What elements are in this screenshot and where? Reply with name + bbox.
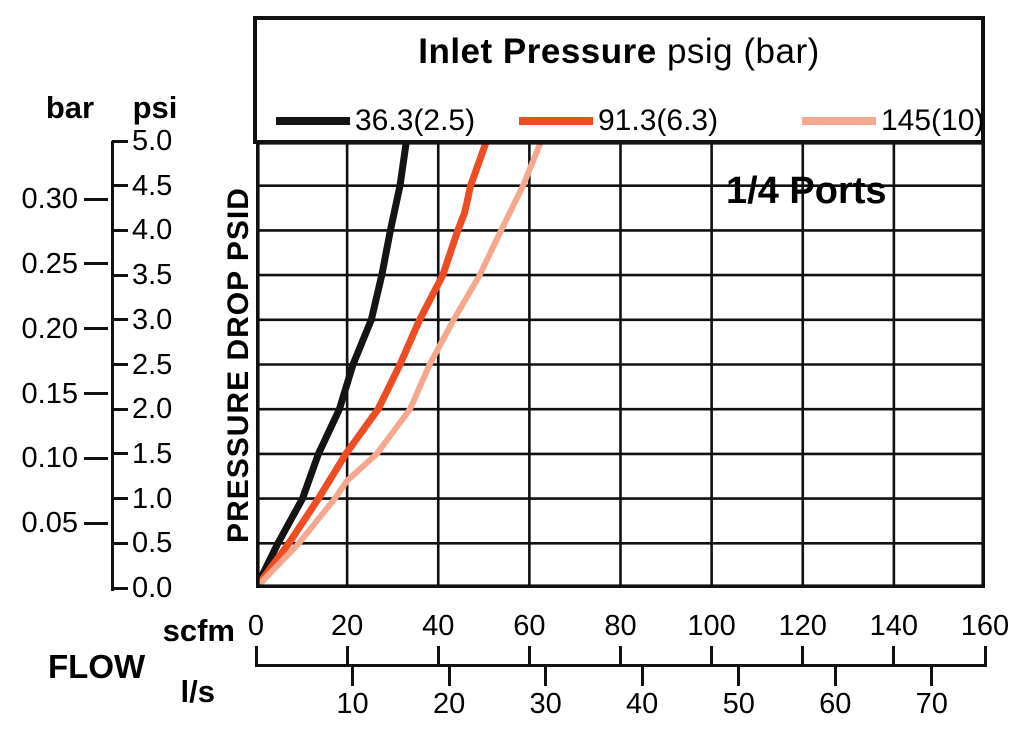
scfm-tick [710, 646, 714, 665]
scfm-tick-label: 0 [247, 610, 265, 642]
ls-tick [930, 666, 934, 686]
ls-tick [351, 666, 355, 686]
psi-tick [112, 139, 128, 143]
plot-svg [256, 141, 985, 588]
bar-tick-label: 0.25 [21, 247, 78, 280]
scfm-tick [801, 646, 805, 665]
scfm-unit-label: scfm [162, 613, 235, 648]
psi-tick-label: 2.0 [132, 393, 173, 426]
scfm-tick-label: 60 [513, 610, 546, 642]
scfm-tick-label: 80 [604, 610, 637, 642]
ls-tick-label: 40 [626, 688, 659, 720]
psi-tick-label: 3.5 [132, 259, 173, 292]
ls-unit-label: l/s [180, 674, 215, 709]
scfm-tick-label: 100 [687, 610, 736, 642]
chart-title-main: Inlet Pressure [418, 32, 657, 71]
bar-tick-label: 0.05 [21, 507, 78, 540]
ls-tick [544, 666, 548, 686]
bar-tick [84, 521, 108, 525]
psi-tick [112, 407, 128, 411]
legend-label: 91.3(6.3) [598, 104, 719, 137]
scfm-tick [527, 646, 531, 665]
psi-tick-label: 1.5 [132, 437, 173, 470]
scfm-tick [983, 646, 987, 665]
ls-tick-label: 10 [336, 688, 369, 720]
ls-tick-label: 70 [915, 688, 948, 720]
ls-tick-label: 20 [432, 688, 466, 720]
bar-unit-label: bar [45, 90, 95, 125]
legend-entry-2: 145(10) [802, 104, 984, 138]
x-axis-ruler-line [254, 664, 987, 667]
flow-axis-title: FLOW [48, 648, 146, 685]
plot-area [256, 141, 985, 588]
ls-tick [640, 666, 644, 686]
psi-tick [112, 273, 128, 277]
ls-tick-label: 60 [819, 688, 852, 720]
curve-series-2 [256, 141, 544, 588]
legend-line-swatch [519, 117, 593, 125]
legend-entry-0: 36.3(2.5) [276, 104, 475, 138]
curve-series-1 [256, 141, 490, 588]
y-axis-ruler-line [111, 141, 114, 591]
scfm-tick [892, 646, 896, 665]
scfm-tick-label: 160 [960, 610, 1010, 642]
psi-tick-label: 4.5 [132, 169, 173, 202]
ls-tick [737, 666, 741, 686]
y-axis-title: PRESSURE DROP PSID [222, 187, 255, 543]
psi-tick [112, 541, 128, 545]
ls-tick-label: 50 [722, 688, 755, 720]
psi-tick [112, 318, 128, 322]
scfm-tick-label: 120 [778, 610, 827, 642]
bar-tick [84, 262, 108, 266]
psi-tick-label: 2.5 [132, 348, 173, 381]
scfm-tick-label: 20 [330, 610, 364, 642]
bar-tick-label: 0.10 [21, 442, 78, 475]
scfm-tick [619, 646, 622, 665]
psi-tick-label: 3.0 [132, 303, 173, 336]
psi-unit-label: psi [132, 90, 178, 125]
psi-tick [112, 228, 128, 232]
scfm-tick-label: 140 [869, 610, 919, 642]
legend-line-swatch [276, 117, 350, 125]
psi-tick [112, 452, 128, 456]
legend: Inlet Pressure psig (bar) 36.3(2.5) 91.3(… [253, 16, 985, 144]
ls-tick [447, 666, 451, 686]
psi-tick [112, 586, 128, 590]
plot-border [256, 141, 985, 588]
ls-tick [833, 666, 837, 686]
psi-tick-label: 4.0 [132, 214, 173, 247]
legend-entry-1: 91.3(6.3) [519, 104, 718, 138]
scfm-tick-label: 40 [422, 610, 455, 642]
bar-tick-label: 0.20 [21, 312, 78, 345]
psi-tick-label: 0.0 [132, 572, 173, 604]
psi-tick [112, 363, 128, 366]
psi-tick [112, 497, 128, 501]
bar-tick [84, 456, 108, 460]
ls-tick-label: 30 [529, 688, 562, 720]
psi-tick [112, 184, 128, 188]
bar-tick-label: 0.15 [21, 377, 78, 410]
psi-tick-label: 5.0 [132, 125, 173, 157]
bar-tick [84, 197, 108, 201]
psi-tick-label: 0.5 [132, 527, 173, 560]
curve-series-0 [256, 141, 410, 588]
psi-tick-label: 1.0 [132, 482, 173, 515]
scfm-tick [254, 646, 258, 665]
chart-title: Inlet Pressure psig (bar) [257, 32, 981, 72]
ports-annotation: 1/4 Ports [726, 170, 887, 212]
scfm-tick [345, 646, 349, 665]
bar-tick [84, 392, 108, 395]
legend-line-swatch [802, 117, 876, 125]
chart-title-units: psig (bar) [656, 32, 820, 71]
legend-label: 145(10) [881, 104, 985, 137]
legend-label: 36.3(2.5) [355, 104, 476, 137]
bar-tick [84, 327, 108, 331]
bar-tick-label: 0.30 [21, 183, 78, 215]
scfm-tick [436, 646, 440, 665]
